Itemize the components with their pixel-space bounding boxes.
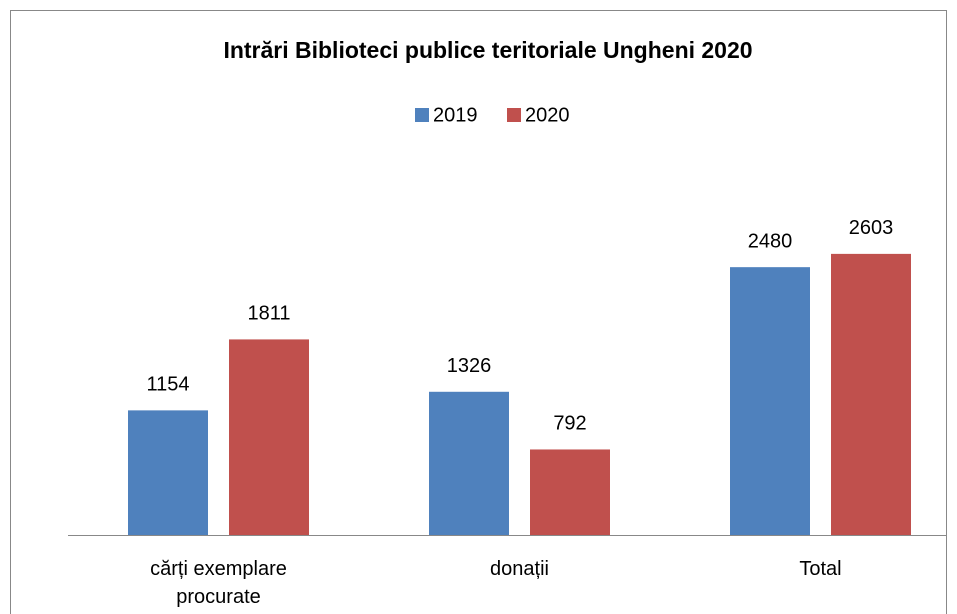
x-tick-label: Total [799, 558, 842, 580]
bar [429, 391, 509, 535]
data-label: 1811 [247, 303, 290, 325]
legend-swatch [507, 108, 521, 122]
legend-swatch [415, 108, 429, 122]
x-tick-label: cărți exemplare procurate [150, 558, 287, 608]
bar [128, 410, 208, 535]
data-label: 1326 [447, 355, 492, 377]
data-label: 2480 [748, 230, 793, 252]
bar [831, 253, 911, 535]
x-tick-label: donații [490, 558, 549, 580]
bar [530, 449, 610, 535]
legend-label: 2020 [525, 104, 570, 126]
bar [730, 267, 810, 535]
data-label: 792 [553, 413, 586, 435]
bar [229, 339, 309, 535]
chart-title: Intrări Biblioteci publice teritoriale U… [223, 37, 752, 63]
legend-label: 2019 [433, 104, 478, 126]
data-label: 2603 [849, 217, 894, 239]
data-label: 1154 [146, 374, 189, 396]
